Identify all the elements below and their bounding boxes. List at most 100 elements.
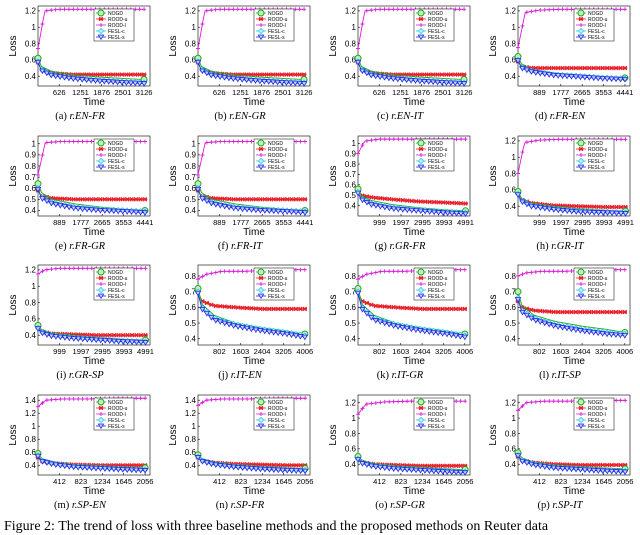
data-point xyxy=(266,306,272,312)
data-point xyxy=(123,208,131,215)
chart-panel-n: 0.4 0.6 0.8 1 1.2 1.4 412 823 1234 1645 2056 Time Lo… xyxy=(160,389,320,519)
legend-marker xyxy=(419,152,423,157)
x-tick-label: 802 xyxy=(373,347,386,356)
data-point xyxy=(62,266,67,271)
y-tick-label: 0.7 xyxy=(505,287,517,296)
series-fesl-s xyxy=(354,456,469,476)
data-point xyxy=(204,8,209,13)
data-point xyxy=(106,338,113,345)
data-point xyxy=(40,400,45,405)
data-point xyxy=(359,460,366,467)
data-point xyxy=(533,399,538,404)
legend-label: FESL-c xyxy=(268,29,285,35)
data-point xyxy=(129,332,135,338)
legend-label: NOGD xyxy=(428,141,443,147)
legend-marker xyxy=(97,27,105,35)
x-tick-label: 1603 xyxy=(552,347,569,356)
data-point xyxy=(52,334,60,340)
data-point xyxy=(386,205,393,211)
y-tick-label: 0.8 xyxy=(345,272,357,281)
x-tick-label: 823 xyxy=(395,477,408,486)
data-point xyxy=(617,210,625,217)
data-point xyxy=(298,462,303,468)
data-point xyxy=(85,266,90,271)
legend-label: FESL-c xyxy=(108,29,125,35)
data-point xyxy=(44,140,49,145)
x-tick-label: 4991 xyxy=(137,347,154,356)
data-point xyxy=(283,208,291,215)
data-point xyxy=(541,71,549,78)
data-point xyxy=(80,139,85,144)
y-tick-label: 0.8 xyxy=(505,429,517,438)
data-point xyxy=(298,306,303,312)
data-point xyxy=(439,331,446,337)
legend-marker xyxy=(257,416,265,423)
y-tick-label: 0.4 xyxy=(25,206,37,215)
data-point xyxy=(194,186,202,193)
data-point xyxy=(40,152,45,157)
data-point xyxy=(102,332,108,338)
data-point xyxy=(279,72,285,77)
data-point xyxy=(622,7,627,12)
data-point xyxy=(408,326,415,333)
data-point xyxy=(131,80,139,87)
data-point xyxy=(599,76,606,82)
data-point xyxy=(448,210,456,216)
data-point xyxy=(298,139,303,144)
data-point xyxy=(80,396,85,401)
data-point xyxy=(613,210,620,216)
data-point xyxy=(97,72,103,77)
data-point xyxy=(594,330,602,337)
x-tick-label: 1777 xyxy=(232,218,249,227)
data-point xyxy=(373,194,379,200)
data-point xyxy=(85,396,90,401)
data-point xyxy=(387,136,392,141)
y-tick-label: 1 xyxy=(32,23,37,32)
legend-label: FESL-c xyxy=(108,288,125,294)
data-point xyxy=(71,139,76,144)
data-point xyxy=(293,267,298,272)
legend-label: ROOD-l xyxy=(428,282,446,288)
data-point xyxy=(270,208,278,214)
data-point xyxy=(608,210,616,216)
data-point xyxy=(622,309,628,315)
series-fesl-s xyxy=(34,186,149,216)
data-point xyxy=(538,398,543,403)
y-tick-label: 0.6 xyxy=(505,56,517,65)
data-point xyxy=(590,75,598,82)
data-point xyxy=(456,80,463,87)
legend-marker xyxy=(579,152,583,157)
data-point xyxy=(435,209,442,216)
legend-marker xyxy=(419,282,423,286)
y-tick-label: 0.4 xyxy=(185,206,197,215)
y-tick-label: 0.7 xyxy=(185,287,197,296)
data-point xyxy=(119,72,125,77)
data-point xyxy=(559,325,566,331)
data-point xyxy=(274,330,282,337)
data-point xyxy=(413,198,419,204)
legend-marker xyxy=(97,423,105,429)
chart-svg-a: 0.4 0.6 0.8 1 1.2 626 1251 1876 2501 3126 Time Loss… xyxy=(8,5,153,108)
y-tick-label: 1 xyxy=(512,153,517,162)
data-point xyxy=(430,468,438,474)
series-line xyxy=(37,58,145,80)
data-point xyxy=(372,202,380,209)
data-point xyxy=(516,45,520,50)
data-point xyxy=(116,332,121,338)
plot-area xyxy=(354,267,469,341)
data-point xyxy=(243,206,251,212)
data-point xyxy=(569,309,574,315)
legend-label: NOGD xyxy=(108,400,123,406)
caption-label: r.GR-FR xyxy=(389,240,426,252)
data-point xyxy=(581,328,589,335)
x-tick-label: 1234 xyxy=(414,477,431,486)
data-point xyxy=(568,208,576,214)
legend-label: ROOD-l xyxy=(428,153,446,159)
data-point xyxy=(89,396,94,401)
data-point xyxy=(218,139,223,144)
data-point xyxy=(244,269,249,274)
data-point xyxy=(595,65,601,71)
legend-label: FESL-c xyxy=(268,159,285,165)
